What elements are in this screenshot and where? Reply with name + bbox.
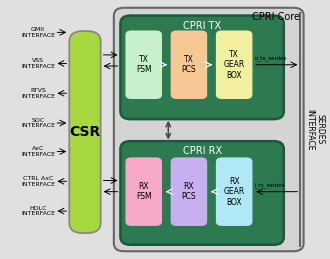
Text: GMII
INTERFACE: GMII INTERFACE xyxy=(21,27,55,38)
Text: TX
FSM: TX FSM xyxy=(136,55,151,74)
FancyBboxPatch shape xyxy=(125,157,163,227)
Text: SOC
INTERFACE: SOC INTERFACE xyxy=(21,118,55,128)
Text: TX
GEAR
BOX: TX GEAR BOX xyxy=(223,50,245,80)
FancyBboxPatch shape xyxy=(125,30,163,100)
Text: RX
PCS: RX PCS xyxy=(182,182,196,201)
FancyBboxPatch shape xyxy=(215,30,253,100)
Text: CPRI TX: CPRI TX xyxy=(183,21,221,31)
FancyBboxPatch shape xyxy=(215,157,253,227)
Text: AxC
INTERFACE: AxC INTERFACE xyxy=(21,146,55,157)
FancyBboxPatch shape xyxy=(120,141,284,245)
Text: o_tx_serdes: o_tx_serdes xyxy=(255,55,287,61)
Text: CTRL AxC
INTERFACE: CTRL AxC INTERFACE xyxy=(21,176,55,187)
Text: i_rx_serdes: i_rx_serdes xyxy=(255,182,285,188)
FancyBboxPatch shape xyxy=(170,30,208,100)
FancyBboxPatch shape xyxy=(170,157,208,227)
Text: RTVS
INTERFACE: RTVS INTERFACE xyxy=(21,88,55,99)
Text: CPRI RX: CPRI RX xyxy=(182,146,222,156)
Text: RX
GEAR
BOX: RX GEAR BOX xyxy=(223,177,245,207)
FancyBboxPatch shape xyxy=(69,31,101,233)
FancyBboxPatch shape xyxy=(114,8,304,251)
Text: CPRI Core: CPRI Core xyxy=(252,12,300,22)
Text: RX
FSM: RX FSM xyxy=(136,182,151,201)
Text: HDLC
INTERFACE: HDLC INTERFACE xyxy=(21,206,55,217)
Text: TX
PCS: TX PCS xyxy=(182,55,196,74)
Text: CSR: CSR xyxy=(69,125,101,139)
Text: VSS
INTERFACE: VSS INTERFACE xyxy=(21,58,55,69)
FancyBboxPatch shape xyxy=(120,16,284,119)
Text: SERDES
INTERFACE: SERDES INTERFACE xyxy=(306,109,325,150)
